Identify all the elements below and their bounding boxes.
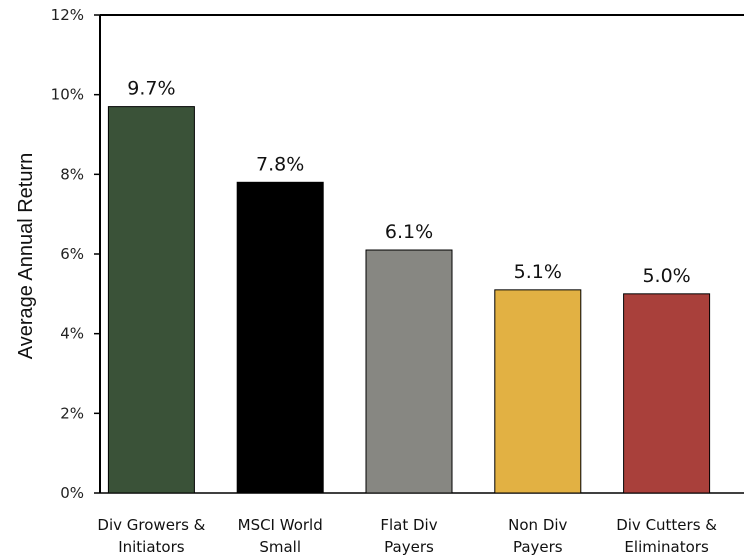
plot-area: 0% 2% 4% 6% 8% 10% 12% 9.7% Div Growers & Initiat… (51, 6, 744, 556)
y-tick-label: 12% (51, 6, 84, 24)
x-category-label: Small (259, 538, 301, 556)
x-category-label: Eliminators (624, 538, 709, 556)
data-label: 5.1% (514, 261, 562, 283)
y-tick-label: 2% (60, 404, 84, 422)
y-tick-label: 8% (60, 165, 84, 183)
bar (365, 249, 453, 494)
y-tick-label: 6% (60, 245, 84, 263)
bar (623, 293, 711, 494)
data-label: 5.0% (642, 265, 690, 287)
y-tick-label: 10% (51, 86, 84, 104)
x-category-label: Payers (513, 538, 563, 556)
y-tick-label: 0% (60, 484, 84, 502)
bar (494, 289, 582, 494)
x-category-label: Flat Div (380, 516, 437, 534)
y-tick-label: 4% (60, 325, 84, 343)
data-label: 7.8% (256, 153, 304, 175)
x-category-label: Div Growers & (97, 516, 205, 534)
data-label: 6.1% (385, 221, 433, 243)
x-category-label: MSCI World (238, 516, 323, 534)
x-category-label: Payers (384, 538, 434, 556)
data-label: 9.7% (127, 78, 175, 100)
y-axis-label: Average Annual Return (15, 153, 37, 359)
x-category-label: Div Cutters & (616, 516, 717, 534)
x-category-label: Non Div (508, 516, 567, 534)
bar (236, 181, 324, 494)
bar (107, 106, 195, 494)
x-category-label: Initiators (118, 538, 185, 556)
